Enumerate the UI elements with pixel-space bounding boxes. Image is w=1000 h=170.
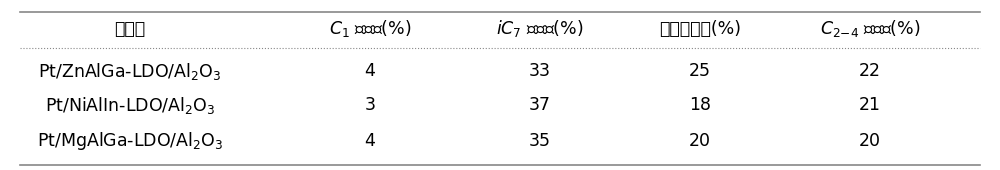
Text: $C_{2\mathrm{-}4}$ 选择性(%): $C_{2\mathrm{-}4}$ 选择性(%): [820, 18, 920, 39]
Text: 20: 20: [859, 132, 881, 150]
Text: 18: 18: [689, 96, 711, 114]
Text: 35: 35: [529, 132, 551, 150]
Text: 20: 20: [689, 132, 711, 150]
Text: 催化剂: 催化剂: [114, 20, 146, 38]
Text: 22: 22: [859, 62, 881, 80]
Text: 4: 4: [365, 62, 375, 80]
Text: Pt/MgAlGa-LDO/Al$_2$O$_3$: Pt/MgAlGa-LDO/Al$_2$O$_3$: [37, 130, 223, 152]
Text: $C_1$ 选择性(%): $C_1$ 选择性(%): [329, 18, 411, 39]
Text: 4: 4: [365, 132, 375, 150]
Text: $iC_7$ 选择性(%): $iC_7$ 选择性(%): [496, 18, 584, 39]
Text: 33: 33: [529, 62, 551, 80]
Text: 3: 3: [364, 96, 376, 114]
Text: 甲苯选择性(%): 甲苯选择性(%): [659, 20, 741, 38]
Text: 37: 37: [529, 96, 551, 114]
Text: 21: 21: [859, 96, 881, 114]
Text: Pt/NiAlIn-LDO/Al$_2$O$_3$: Pt/NiAlIn-LDO/Al$_2$O$_3$: [45, 95, 215, 116]
Text: Pt/ZnAlGa-LDO/Al$_2$O$_3$: Pt/ZnAlGa-LDO/Al$_2$O$_3$: [38, 61, 222, 82]
Text: 25: 25: [689, 62, 711, 80]
